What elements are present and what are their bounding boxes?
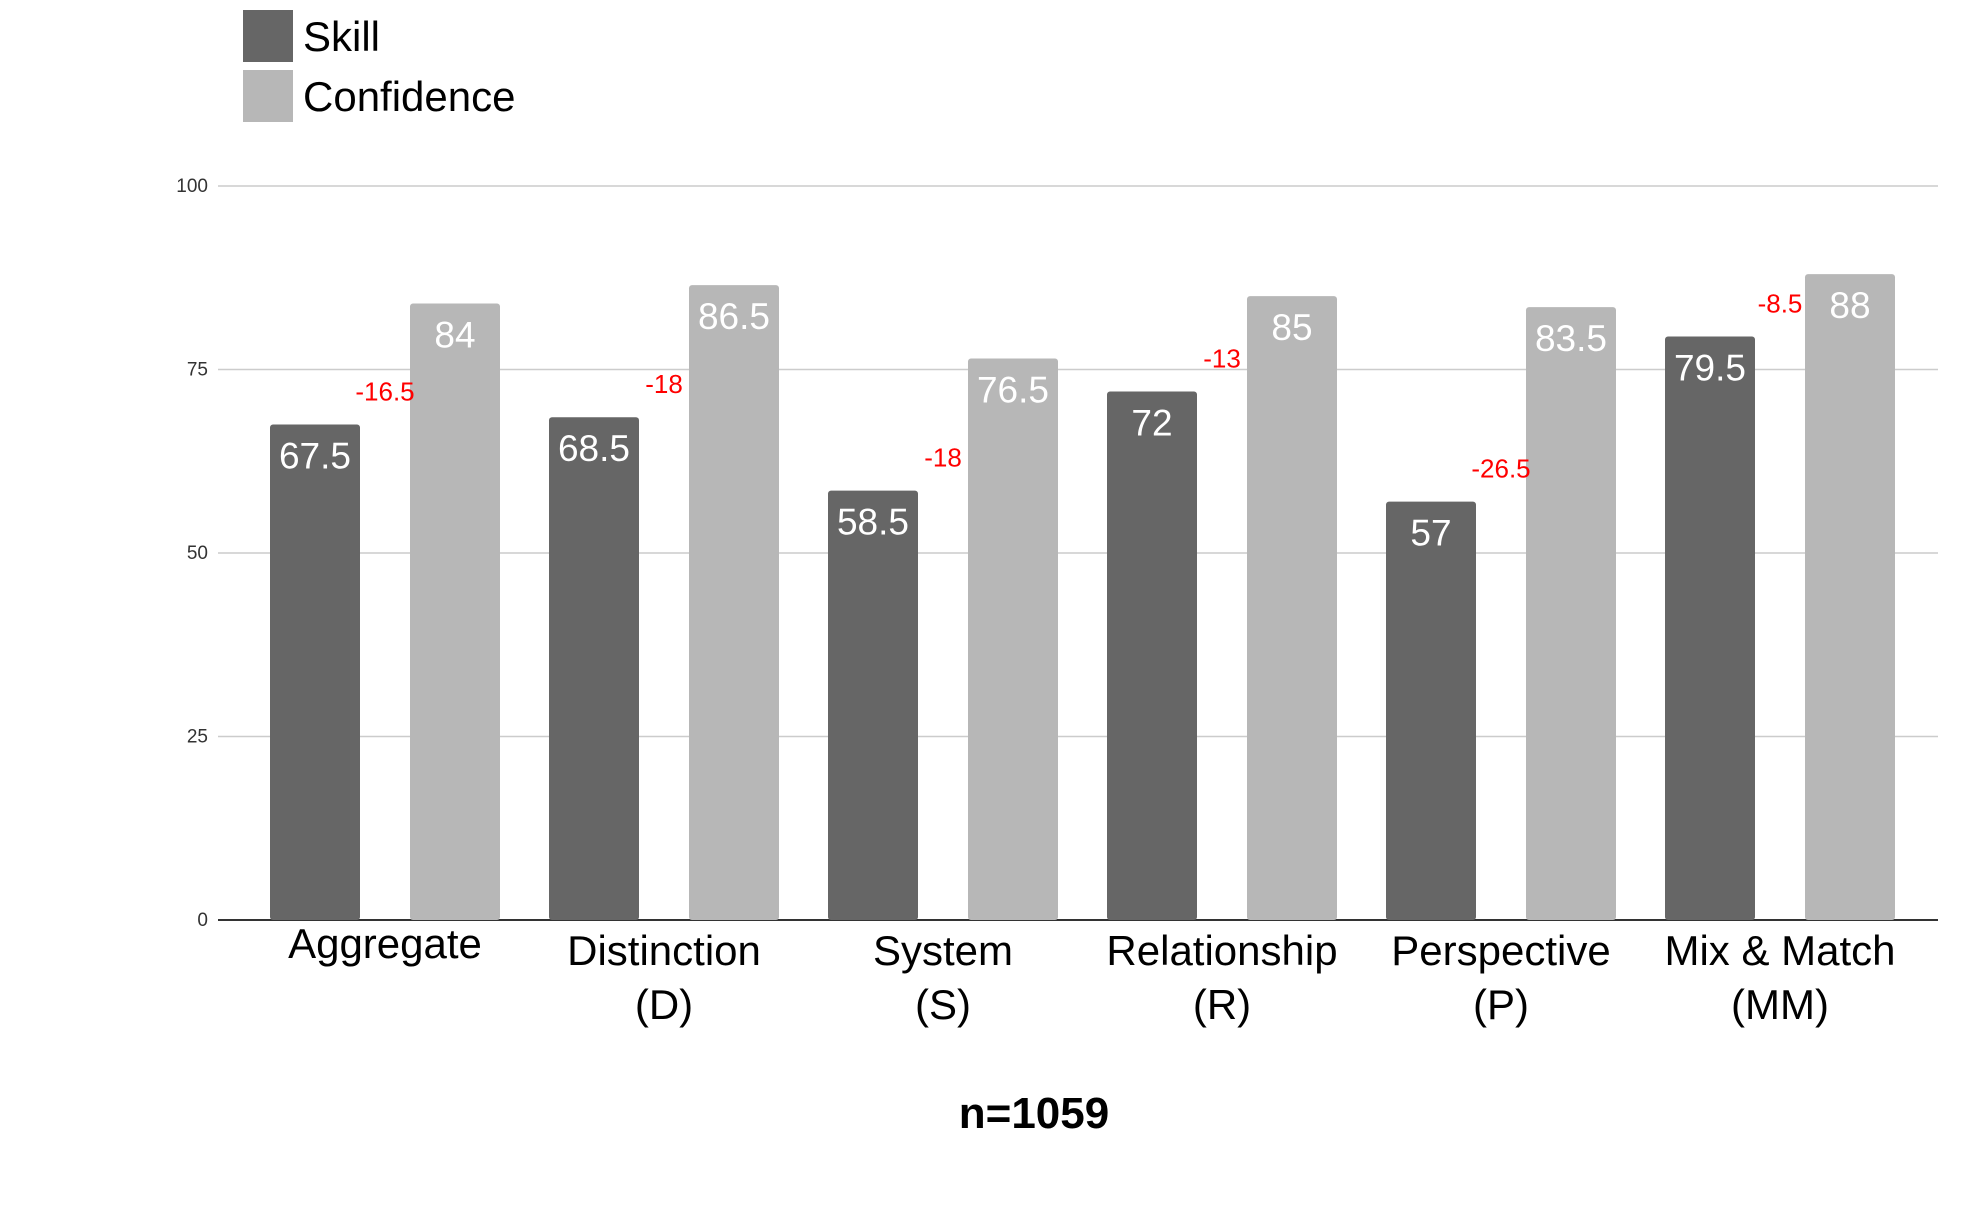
bar-value-label: 86.5	[698, 296, 770, 337]
y-tick-label: 25	[187, 727, 208, 748]
bar-confidence	[410, 303, 500, 920]
y-tick-label: 100	[176, 176, 208, 197]
legend-swatch-confidence	[243, 70, 293, 122]
x-tick-label: Distinction (D)	[567, 927, 761, 1028]
bar-confidence	[1526, 307, 1616, 920]
y-tick-label: 0	[197, 910, 208, 931]
bar-value-label: 83.5	[1535, 318, 1607, 359]
bar-skill	[1386, 501, 1476, 920]
bar-skill	[270, 424, 360, 920]
gridlines	[218, 185, 1938, 921]
bar-value-label: 85	[1271, 307, 1312, 348]
legend-label-confidence: Confidence	[303, 73, 515, 120]
bar-skill	[549, 417, 639, 920]
x-tick-label: Aggregate	[288, 920, 482, 967]
bar-value-label: 68.5	[558, 428, 630, 469]
bar-confidence	[1247, 296, 1337, 921]
difference-label: -8.5	[1758, 288, 1803, 318]
bar-skill	[1665, 336, 1755, 921]
difference-labels: -16.5 -18 -18 -13 -26.5 -8.5	[355, 288, 1802, 483]
bar-skill	[1107, 391, 1197, 920]
bar-value-labels: 67.5 84 68.5 86.5 58.5 76.5 72 85 57 83.5 79.5 88	[279, 285, 1871, 554]
bars	[270, 274, 1895, 921]
y-axis-ticks: 0 25 50 75 100	[176, 176, 208, 931]
x-tick-label: Mix & Match (MM)	[1664, 927, 1895, 1028]
difference-label: -26.5	[1471, 454, 1530, 484]
difference-label: -16.5	[355, 377, 414, 407]
bar-confidence	[689, 285, 779, 921]
x-tick-label: System (S)	[873, 927, 1013, 1028]
difference-label: -13	[1203, 344, 1241, 374]
x-tick-label: Perspective (P)	[1391, 927, 1610, 1028]
x-axis-category-labels: Aggregate Distinction (D) System (S) Relation…	[288, 920, 1895, 1028]
bar-value-label: 58.5	[837, 502, 909, 543]
legend-label-skill: Skill	[303, 13, 380, 60]
difference-label: -18	[924, 443, 962, 473]
bar-value-label: 84	[434, 314, 475, 355]
bar-value-label: 79.5	[1674, 347, 1746, 388]
y-tick-label: 50	[187, 543, 208, 564]
bar-confidence	[1805, 274, 1895, 921]
bar-value-label: 57	[1410, 513, 1451, 554]
bar-value-label: 88	[1829, 285, 1870, 326]
legend: Skill Confidence	[243, 10, 515, 122]
x-axis-title: n=1059	[959, 1089, 1109, 1138]
bar-value-label: 67.5	[279, 436, 351, 477]
y-tick-label: 75	[187, 360, 208, 381]
bar-value-label: 76.5	[977, 369, 1049, 410]
bar-skill	[828, 490, 918, 920]
x-tick-label: Relationship (R)	[1106, 927, 1337, 1028]
bar-value-label: 72	[1131, 403, 1172, 444]
bar-confidence	[968, 358, 1058, 920]
legend-swatch-skill	[243, 10, 293, 62]
difference-label: -18	[645, 369, 683, 399]
